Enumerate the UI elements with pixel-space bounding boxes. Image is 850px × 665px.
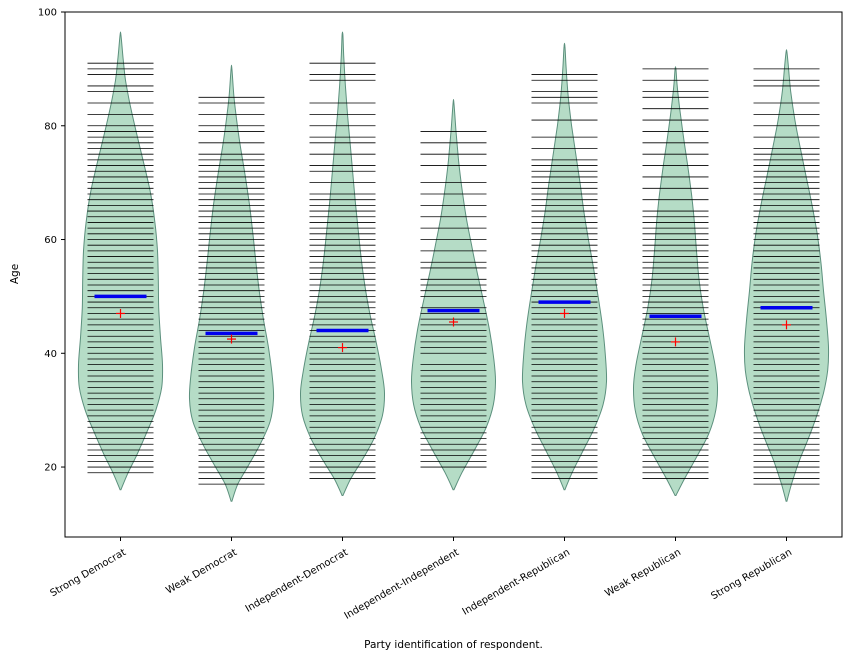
x-tick-label: Strong Democrat bbox=[48, 547, 128, 599]
violin-weak-republican: Weak Republican bbox=[603, 66, 719, 599]
x-tick-label: Strong Republican bbox=[709, 547, 794, 602]
x-tick-label: Weak Republican bbox=[603, 547, 683, 599]
x-tick-label: Independent-Republican bbox=[461, 547, 572, 618]
y-axis-label: Age bbox=[9, 264, 21, 284]
violin-strong-democrat: Strong Democrat bbox=[48, 31, 164, 599]
x-tick-label: Independent-Democrat bbox=[244, 547, 350, 615]
violin-body bbox=[188, 64, 275, 502]
violin-body bbox=[743, 49, 830, 502]
y-tick-label: 80 bbox=[44, 121, 57, 132]
violin-strong-republican: Strong Republican bbox=[709, 49, 830, 602]
violin-independent-democrat: Independent-Democrat bbox=[244, 31, 386, 615]
x-axis-label: Party identification of respondent. bbox=[364, 639, 543, 651]
y-tick-label: 60 bbox=[44, 235, 57, 246]
violin-weak-democrat: Weak Democrat bbox=[164, 64, 275, 597]
axes-frame bbox=[64, 11, 843, 538]
y-tick-label: 20 bbox=[44, 463, 57, 474]
x-tick-label: Weak Democrat bbox=[164, 547, 239, 597]
y-tick-label: 40 bbox=[44, 349, 57, 360]
violin-body bbox=[410, 98, 497, 491]
violin-body bbox=[521, 42, 608, 491]
violin-body bbox=[77, 31, 164, 491]
y-tick-label: 100 bbox=[38, 8, 57, 19]
x-tick-label: Independent-Independent bbox=[343, 547, 461, 622]
violin-body bbox=[632, 66, 719, 496]
violin-body bbox=[299, 31, 386, 496]
